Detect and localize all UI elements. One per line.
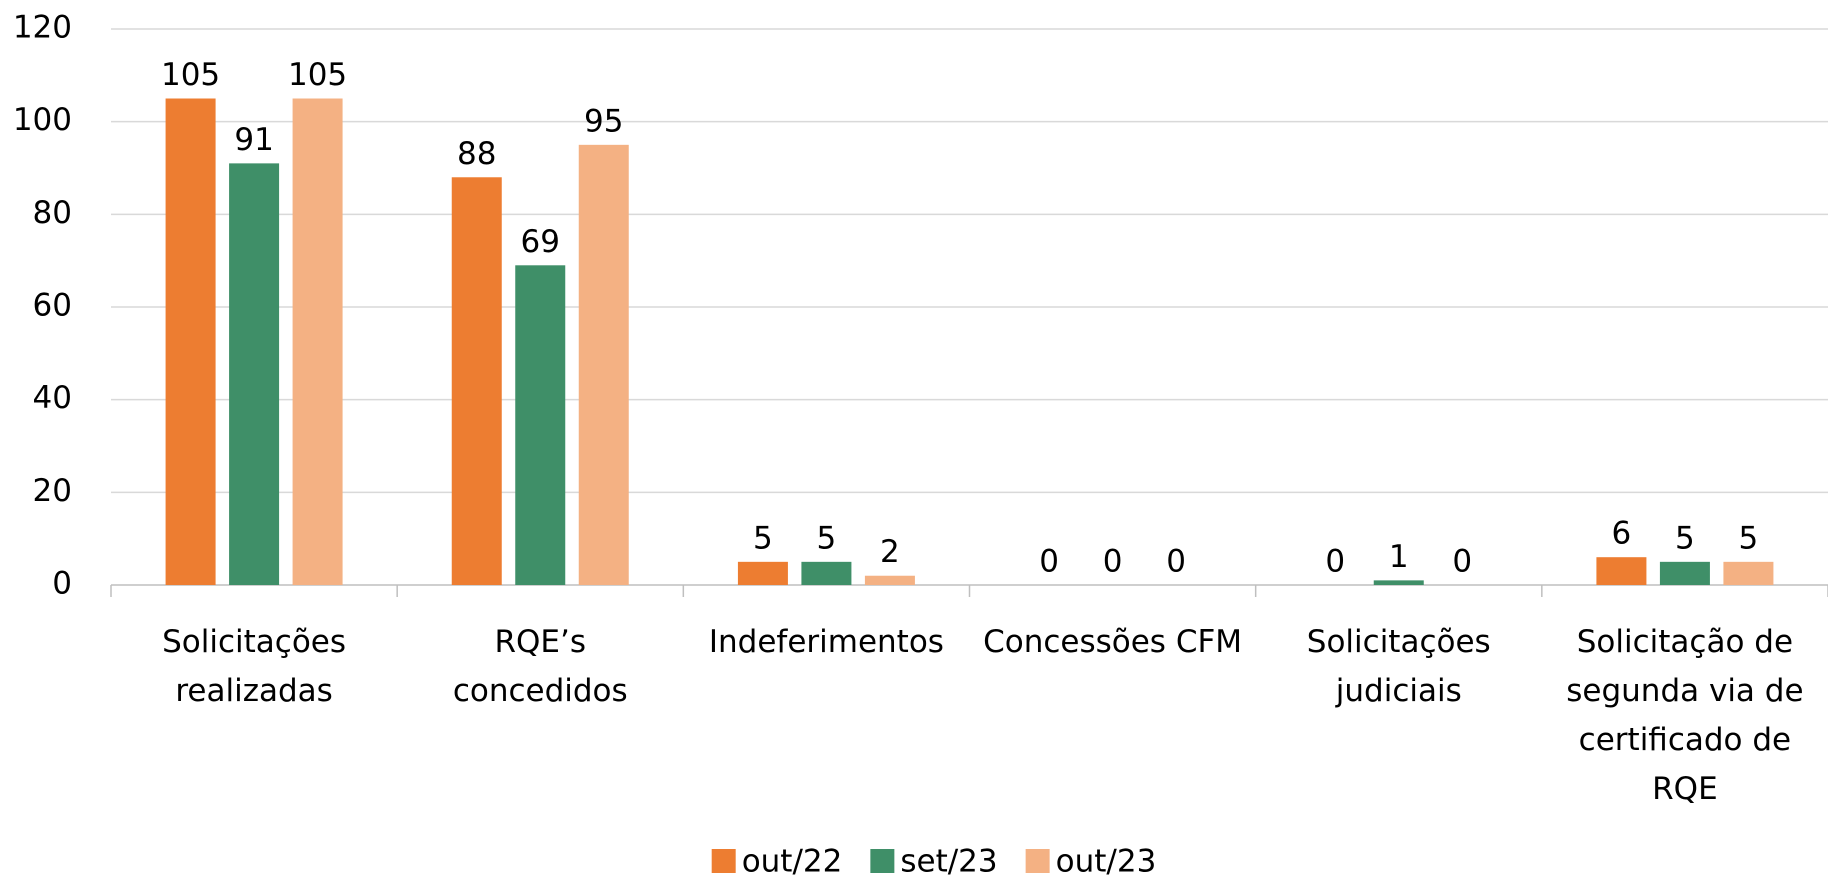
data-label: 2 bbox=[880, 534, 900, 570]
y-tick-label: 60 bbox=[33, 288, 72, 324]
data-label: 91 bbox=[234, 122, 273, 158]
bar bbox=[165, 98, 216, 585]
bar bbox=[451, 177, 502, 585]
y-tick-label: 80 bbox=[33, 195, 72, 231]
data-label: 0 bbox=[1166, 544, 1186, 580]
data-label: 5 bbox=[1739, 520, 1759, 556]
y-tick-label: 100 bbox=[13, 102, 72, 138]
data-label: 0 bbox=[1103, 544, 1123, 580]
bar bbox=[737, 561, 788, 585]
data-label: 105 bbox=[161, 57, 220, 93]
legend-label: out/22 bbox=[742, 844, 843, 879]
x-tick-label: Indeferimentos bbox=[708, 624, 944, 660]
bar bbox=[1373, 580, 1424, 585]
x-tick-label: Solicitações realizadas bbox=[162, 624, 347, 709]
legend-swatch bbox=[870, 849, 895, 873]
bar bbox=[515, 265, 566, 585]
x-tick-label: Solicitações judiciais bbox=[1306, 624, 1491, 709]
y-tick-label: 40 bbox=[33, 380, 72, 416]
bar bbox=[1723, 561, 1774, 585]
legend-label: set/23 bbox=[900, 844, 997, 879]
data-label: 105 bbox=[288, 57, 347, 93]
data-label: 0 bbox=[1039, 544, 1059, 580]
bar bbox=[578, 144, 629, 586]
y-tick-label: 20 bbox=[33, 473, 72, 509]
bar bbox=[292, 98, 343, 585]
data-label: 0 bbox=[1452, 544, 1472, 580]
data-label: 0 bbox=[1325, 544, 1345, 580]
legend-swatch bbox=[1025, 849, 1050, 873]
data-label: 1 bbox=[1389, 539, 1409, 575]
legend-label: out/23 bbox=[1056, 844, 1157, 879]
bar bbox=[864, 575, 915, 585]
y-tick-label: 0 bbox=[52, 566, 72, 602]
legend-swatch bbox=[711, 849, 736, 873]
bar bbox=[801, 561, 852, 585]
y-tick-label: 120 bbox=[13, 10, 72, 46]
data-label: 69 bbox=[521, 224, 560, 260]
data-label: 5 bbox=[817, 520, 837, 556]
bar bbox=[229, 163, 280, 585]
bar bbox=[1596, 557, 1647, 585]
x-tick-label: RQE’s concedidos bbox=[452, 624, 628, 709]
x-tick-label: Concessões CFM bbox=[983, 624, 1243, 660]
x-tick-label: Solicitação de segunda via de certificad… bbox=[1566, 624, 1804, 807]
data-label: 5 bbox=[1675, 520, 1695, 556]
data-label: 6 bbox=[1612, 516, 1632, 552]
bar bbox=[1659, 561, 1710, 585]
data-label: 88 bbox=[457, 136, 496, 172]
data-label: 5 bbox=[753, 520, 773, 556]
data-label: 95 bbox=[584, 103, 623, 139]
